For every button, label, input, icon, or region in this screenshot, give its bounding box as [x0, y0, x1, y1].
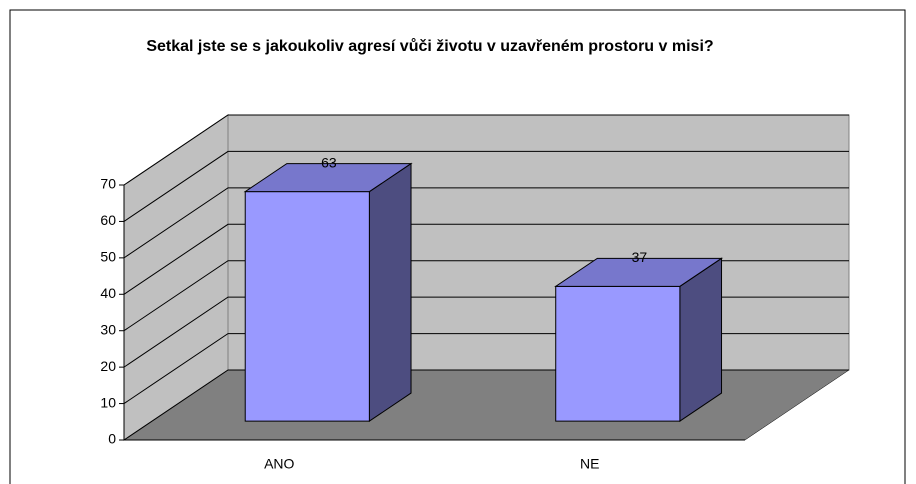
floor — [123, 369, 850, 441]
y-tick-label: 40 — [100, 285, 116, 301]
y-tick-label: 10 — [100, 394, 116, 410]
bar-side — [679, 257, 723, 423]
chart-title: Setkal jste se s jakoukoliv agresí vůči … — [146, 38, 714, 55]
y-tick-label: 30 — [100, 321, 116, 337]
data-label: 37 — [632, 249, 648, 265]
chart-frame — [9, 9, 906, 484]
bar — [554, 257, 724, 423]
y-tick-label: 70 — [100, 176, 116, 192]
grid-line — [123, 150, 849, 222]
bar-front — [244, 191, 370, 422]
chart-title-box: Setkal jste se s jakoukoliv agresí vůči … — [146, 38, 714, 55]
y-tick-label: 60 — [100, 212, 116, 228]
grid-line — [123, 223, 849, 295]
bar-front — [555, 285, 681, 422]
bar-top — [243, 163, 413, 193]
bar-side — [368, 162, 412, 423]
x-tick-label: NE — [580, 456, 599, 472]
grid-line — [123, 114, 849, 186]
bar-top — [554, 257, 724, 287]
bar — [243, 162, 413, 423]
y-tick-label: 50 — [100, 249, 116, 265]
data-label: 63 — [321, 154, 337, 170]
x-tick-label: ANO — [264, 456, 294, 472]
grid-line — [123, 187, 849, 259]
y-tick-label: 0 — [108, 431, 116, 447]
y-tick-label: 20 — [100, 358, 116, 374]
